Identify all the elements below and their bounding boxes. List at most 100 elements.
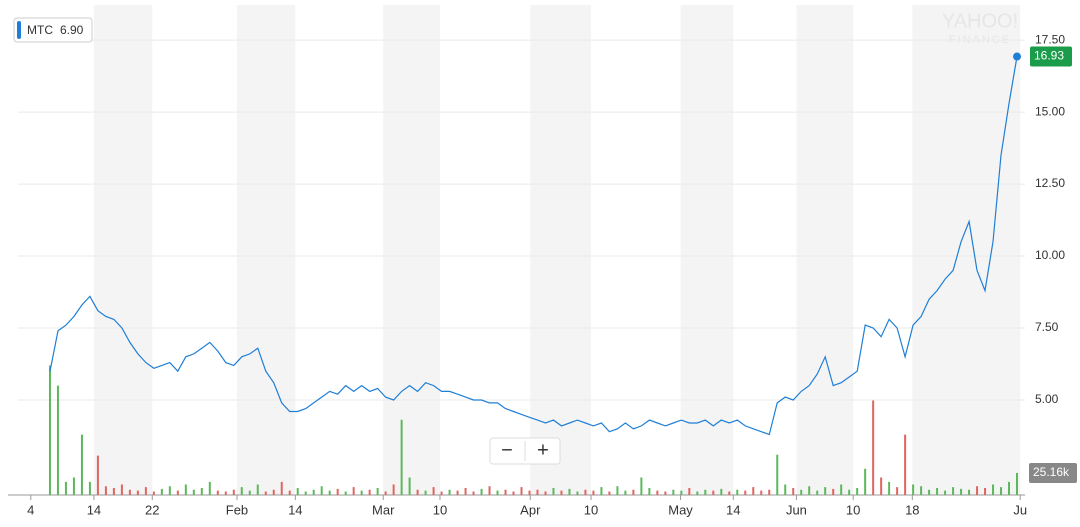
volume-bar [696, 491, 699, 495]
volume-bar [360, 490, 363, 495]
volume-bar [576, 491, 579, 495]
volume-bar [120, 484, 123, 495]
volume-bar [832, 488, 835, 495]
price-line [49, 56, 1018, 436]
legend-name: MTC [27, 23, 53, 37]
x-tick-label: 22 [145, 502, 159, 517]
x-tick-label: Mar [372, 502, 395, 517]
volume-bar [976, 486, 979, 495]
bands [93, 5, 1021, 495]
volume-bar [344, 491, 347, 495]
volume-bar [632, 489, 635, 495]
volume-bar [760, 490, 763, 495]
volume-bar [992, 484, 995, 495]
volume-bar [768, 489, 771, 495]
volume-bar [416, 489, 419, 495]
volume-bar [104, 486, 107, 495]
volume-bar [728, 491, 731, 495]
volume-bar [536, 489, 539, 495]
volume-bar [448, 489, 451, 495]
band [912, 5, 1021, 495]
volume-bar [1000, 487, 1003, 495]
last-price-tag [1030, 46, 1072, 67]
watermark: YAHOO! [942, 10, 1018, 32]
zoom-in-button[interactable]: + [537, 439, 549, 461]
volume-bar [896, 487, 899, 495]
volume-bar [704, 489, 707, 495]
volume-bar [616, 486, 619, 495]
volume-bar [544, 491, 547, 495]
volume-bar [816, 490, 819, 495]
volume-bar [64, 481, 67, 495]
volume-bar [320, 486, 323, 495]
volume-bar [952, 487, 955, 495]
volume-bar [936, 488, 939, 495]
volume-bar [656, 490, 659, 495]
zoom-out-button[interactable]: − [501, 439, 513, 461]
volume-bar [512, 491, 515, 495]
volume-bar [376, 488, 379, 495]
volume-bar [640, 477, 643, 495]
volume-bar [280, 481, 283, 495]
volume-bar [736, 489, 739, 495]
volume-bar [272, 489, 275, 495]
volume-bar [648, 488, 651, 495]
volume-bar [904, 434, 907, 495]
volume-bar [984, 488, 987, 495]
x-tick-label: 14 [87, 502, 101, 517]
volume-bar [400, 419, 403, 495]
x-tick-label: 14 [288, 502, 302, 517]
x-tick-label: 10 [433, 502, 447, 517]
volume-bar [80, 434, 83, 495]
y-tick-label: 12.50 [1035, 176, 1065, 190]
volume-bar [680, 490, 683, 495]
volume-bar [256, 484, 259, 495]
y-tick-label: 15.00 [1035, 104, 1065, 118]
volume-bar [856, 488, 859, 495]
volume-bar [584, 489, 587, 495]
volume-bar [784, 484, 787, 495]
volume-bar [720, 488, 723, 495]
band [796, 5, 854, 495]
y-tick-label: 17.50 [1035, 32, 1065, 46]
volume-bar [1016, 472, 1019, 495]
band [680, 5, 734, 495]
volume-bar [560, 490, 563, 495]
volume-bar [384, 491, 387, 495]
volume-bar [112, 488, 115, 495]
volume-bar [840, 484, 843, 495]
volume-bar [144, 487, 147, 495]
volume-bar [440, 491, 443, 495]
legend-swatch [17, 21, 21, 39]
volume-bar [752, 487, 755, 495]
volume-bar [232, 489, 235, 495]
volume-bar [184, 484, 187, 495]
x-tick-label: 14 [726, 502, 740, 517]
band [383, 5, 440, 495]
volume-bar [928, 489, 931, 495]
volume-bar [128, 489, 131, 495]
band [236, 5, 296, 495]
volume-bar [200, 488, 203, 495]
volume-bar [888, 481, 891, 495]
volume-bar [328, 490, 331, 495]
volume-bar [488, 486, 491, 495]
x-tick-label: Jun [786, 502, 807, 517]
volume-bar [464, 488, 467, 495]
volume-bar [528, 490, 531, 495]
band [93, 5, 153, 495]
volume-bar [456, 490, 459, 495]
volume-bar [808, 486, 811, 495]
volume-bar [216, 490, 219, 495]
volume-bar [312, 489, 315, 495]
volume-bar [152, 491, 155, 495]
volume-tag [1029, 462, 1077, 483]
volume-bar [480, 488, 483, 495]
volume-bar [96, 455, 99, 495]
volume-bar [824, 487, 827, 495]
volume-bar [912, 484, 915, 495]
volume-bar [288, 490, 291, 495]
y-tick-label: 5.00 [1035, 392, 1059, 406]
